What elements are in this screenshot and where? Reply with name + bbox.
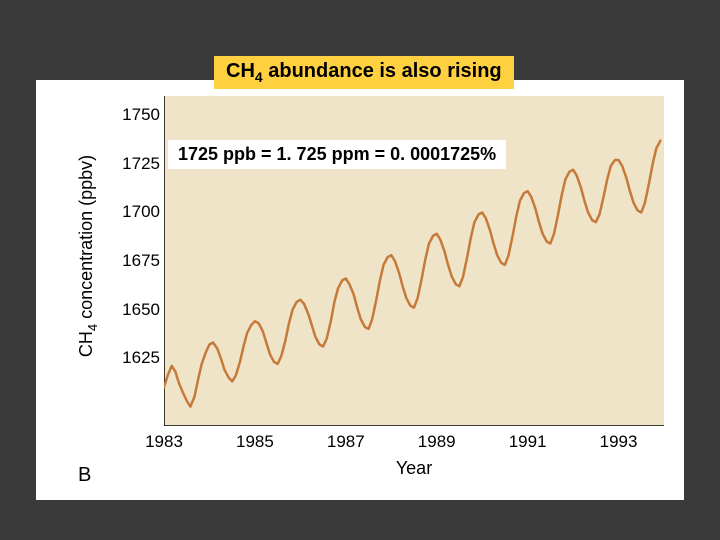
x-tick: 1983 <box>145 432 183 452</box>
panel-label: B <box>78 464 91 487</box>
y-tick: 1675 <box>122 251 160 271</box>
y-tick: 1650 <box>122 300 160 320</box>
annotation-text: 1725 ppb = 1. 725 ppm = 0. 0001725% <box>168 140 506 169</box>
x-tick: 1985 <box>236 432 274 452</box>
x-tick: 1991 <box>509 432 547 452</box>
y-tick: 1625 <box>122 348 160 368</box>
x-tick: 1989 <box>418 432 456 452</box>
y-tick: 1750 <box>122 105 160 125</box>
title-text: CH4 abundance is also rising <box>226 60 502 82</box>
y-tick: 1725 <box>122 154 160 174</box>
slide-title: CH4 abundance is also rising <box>214 56 514 89</box>
y-axis-label: CH4 concentration (ppbv) <box>76 155 100 357</box>
x-tick: 1987 <box>327 432 365 452</box>
x-tick: 1993 <box>600 432 638 452</box>
x-axis-label: Year <box>396 458 432 479</box>
y-tick: 1700 <box>122 202 160 222</box>
